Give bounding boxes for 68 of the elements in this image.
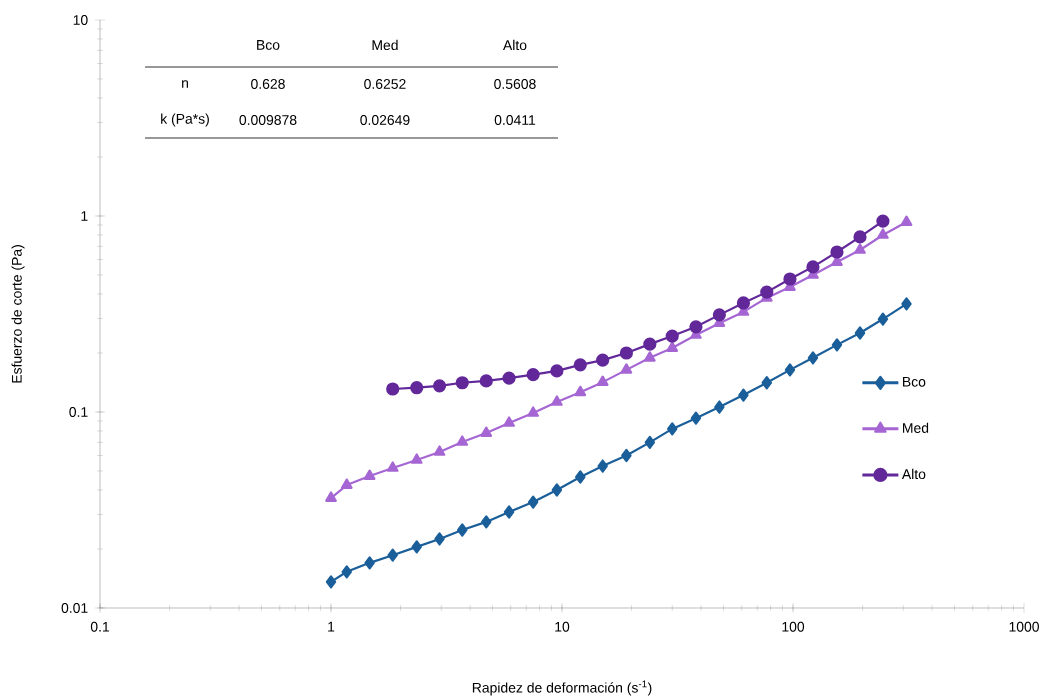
point — [411, 540, 422, 554]
annotation: 0.0411 — [494, 115, 536, 125]
point — [667, 422, 678, 436]
x-tick-label: 100 — [782, 621, 805, 632]
point — [575, 470, 586, 484]
annotation: 0.628 — [251, 79, 285, 89]
point — [714, 400, 725, 414]
annotation: k (Pa*s) — [161, 113, 209, 127]
point — [386, 461, 399, 472]
point — [481, 515, 492, 529]
y-tick-label: 0.01 — [61, 603, 88, 613]
point — [761, 376, 772, 390]
point — [784, 363, 796, 377]
point — [456, 435, 469, 446]
annotation: 0.009878 — [239, 115, 297, 125]
point — [457, 523, 468, 537]
point — [341, 565, 352, 579]
point — [621, 448, 632, 463]
y-tick-label: 10 — [73, 15, 88, 25]
point — [877, 228, 889, 239]
point — [551, 395, 563, 406]
point — [433, 445, 446, 456]
annotation: Alto — [502, 39, 527, 51]
point — [527, 495, 539, 509]
point — [551, 483, 563, 497]
point — [527, 406, 539, 417]
point — [643, 351, 656, 362]
legend-label: Alto — [901, 468, 926, 480]
legend-label: Med — [903, 422, 929, 433]
annotation: 0.5608 — [494, 79, 536, 89]
annotation: 0.6252 — [364, 79, 406, 89]
y-tick-label: 1 — [81, 211, 88, 221]
point — [620, 363, 633, 374]
annotation: Med — [372, 39, 398, 51]
x-tick-label: 1 — [328, 621, 335, 632]
point — [854, 243, 866, 254]
point — [503, 505, 515, 519]
annotation: n — [182, 80, 188, 88]
point — [364, 556, 375, 570]
point — [410, 453, 423, 464]
annotation: 0.02649 — [360, 115, 410, 125]
point — [363, 469, 376, 480]
x-tick-label: 10 — [555, 621, 570, 632]
point — [596, 375, 609, 386]
point — [574, 385, 587, 397]
point — [480, 426, 493, 437]
point — [387, 548, 398, 562]
point — [901, 297, 912, 311]
point — [831, 338, 843, 352]
y-axis-title: Esfuerzo de corte (Pa) — [11, 245, 25, 383]
legend-label: Bco — [903, 376, 926, 387]
x-tick-label: 0.1 — [90, 621, 110, 632]
annotation: Bco — [257, 40, 280, 50]
point — [644, 435, 656, 449]
point — [900, 215, 913, 226]
y-tick-label: 0.1 — [69, 407, 88, 417]
point — [877, 312, 889, 326]
point — [434, 532, 445, 546]
point — [597, 459, 608, 473]
point — [854, 326, 866, 340]
x-axis-title: Rapidez de deformación (s$^{-1}$) — [472, 680, 652, 696]
point — [690, 411, 702, 425]
point — [738, 388, 749, 402]
point — [503, 416, 515, 427]
point — [340, 478, 353, 489]
x-tick-label: 1000 — [1009, 621, 1039, 632]
point — [666, 341, 679, 352]
point — [807, 351, 819, 365]
